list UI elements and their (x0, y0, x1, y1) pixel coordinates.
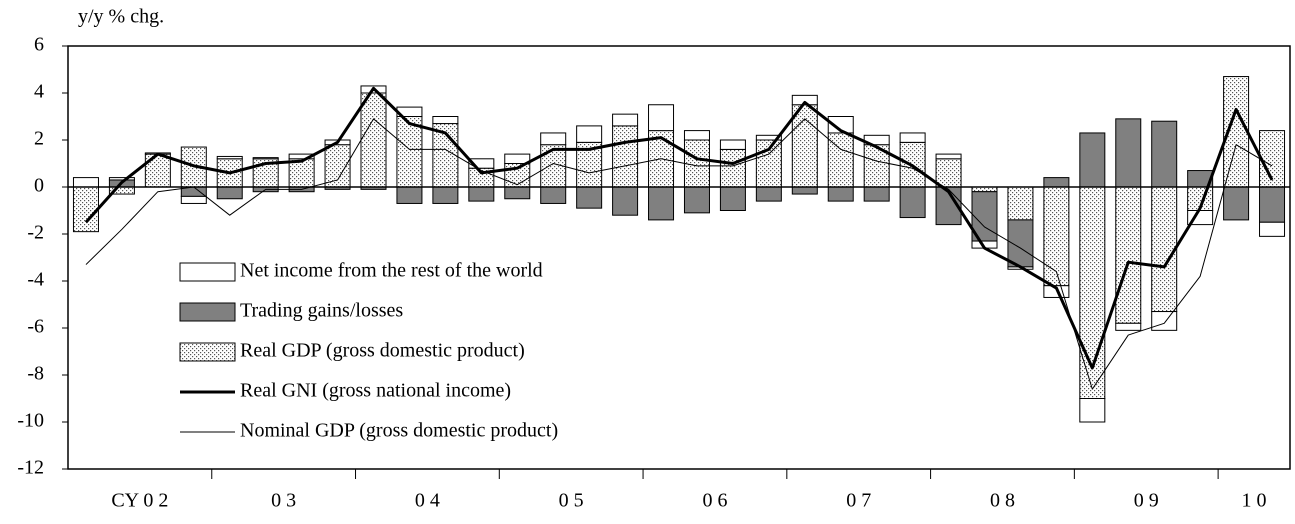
bar (863, 186, 890, 202)
bar (1115, 186, 1142, 324)
bar (144, 153, 171, 188)
x-tick-label: 0 3 (271, 490, 296, 512)
bar (432, 116, 459, 125)
bar (683, 130, 710, 141)
line (84, 86, 1274, 370)
legend-swatch (179, 302, 236, 322)
bar (899, 186, 926, 219)
bar (719, 139, 746, 150)
bar (612, 186, 639, 216)
y-tick-label: -8 (27, 363, 44, 385)
bar (612, 125, 639, 188)
x-tick-label: 0 9 (1134, 490, 1159, 512)
bar (576, 186, 603, 209)
bar (396, 186, 423, 204)
bar (1007, 186, 1034, 221)
legend-swatch (179, 342, 236, 362)
bar (216, 155, 243, 160)
bar (683, 139, 710, 188)
bar (1259, 221, 1286, 237)
bar (72, 177, 99, 188)
x-tick-label: 0 5 (559, 490, 584, 512)
y-tick-label: 2 (34, 128, 44, 150)
legend-swatch (179, 262, 236, 282)
bar (540, 132, 567, 146)
bar (1115, 118, 1142, 188)
bar (1079, 398, 1106, 423)
bar (935, 158, 962, 188)
y-tick-label: 0 (34, 175, 44, 197)
y-tick-label: -6 (27, 316, 44, 338)
bar (180, 195, 207, 204)
bar (1151, 120, 1178, 188)
bar (432, 186, 459, 204)
x-tick-label: 0 7 (846, 490, 871, 512)
bar (683, 186, 710, 214)
x-tick-label: 1 0 (1242, 490, 1267, 512)
bar (791, 104, 818, 188)
bar (1151, 186, 1178, 313)
bar (1151, 311, 1178, 331)
legend-label: Nominal GDP (gross domestic product) (240, 420, 558, 442)
bar (468, 186, 495, 202)
legend-label: Real GDP (gross domestic product) (240, 340, 525, 362)
bar (827, 132, 854, 188)
legend-label: Trading gains/losses (240, 300, 403, 322)
bar (648, 104, 675, 132)
y-tick-label: -4 (27, 269, 44, 291)
y-axis-label: y/y % chg. (78, 6, 164, 28)
bar (252, 157, 279, 160)
bar (1223, 186, 1250, 221)
bar (1043, 177, 1070, 188)
x-tick-label: 0 6 (702, 490, 727, 512)
bar (504, 153, 531, 165)
bar (935, 153, 962, 160)
bar (719, 186, 746, 211)
bar (360, 92, 387, 188)
y-tick-label: 6 (34, 34, 44, 56)
bar (719, 148, 746, 188)
x-tick-label: CY 0 2 (111, 490, 168, 512)
bar (72, 186, 99, 233)
y-tick-label: -10 (17, 410, 44, 432)
y-tick-label: 4 (34, 81, 44, 103)
x-tick-label: 0 4 (415, 490, 440, 512)
legend-label: Net income from the rest of the world (240, 260, 543, 282)
bar (612, 113, 639, 127)
plot-frame (67, 45, 1291, 470)
y-tick-label: -2 (27, 222, 44, 244)
bar (899, 132, 926, 143)
bar (1079, 132, 1106, 188)
y-tick-label: -12 (17, 457, 44, 479)
line (85, 118, 1273, 390)
bar (827, 186, 854, 202)
bar (108, 177, 135, 181)
bar (540, 186, 567, 204)
bar (288, 153, 315, 160)
bar (1043, 186, 1070, 287)
bar (791, 186, 818, 195)
x-tick-label: 0 8 (990, 490, 1015, 512)
legend-label: Real GNI (gross national income) (240, 380, 511, 402)
bar (755, 186, 782, 202)
bar (576, 125, 603, 143)
bar (755, 134, 782, 141)
bar (1115, 322, 1142, 331)
bar (504, 186, 531, 200)
bar (648, 186, 675, 221)
bar (216, 186, 243, 200)
bar (1259, 186, 1286, 223)
bar (827, 116, 854, 134)
